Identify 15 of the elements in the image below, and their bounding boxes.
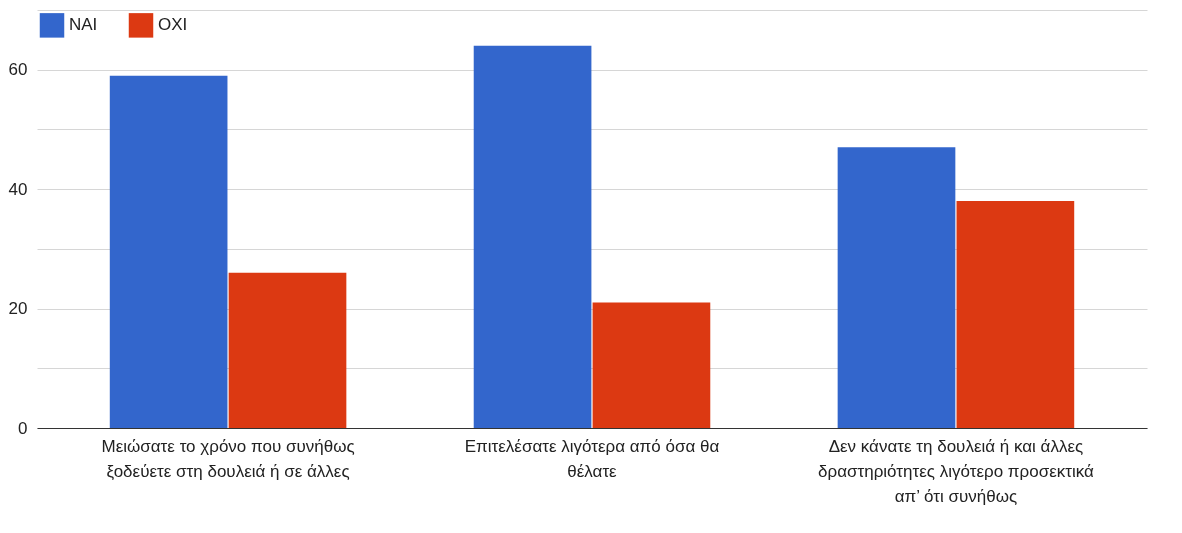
bar [956, 201, 1075, 428]
bar [109, 75, 228, 428]
y-tick-label: 20 [8, 299, 28, 319]
legend-label: ΝΑΙ [69, 15, 98, 35]
x-tick-label: Μειώσατε το χρόνο που συνήθως ξοδεύετε στη δουλειά ή σε άλλες [101, 436, 355, 481]
y-tick-label: 60 [8, 60, 28, 80]
x-tick-label: Επιτελέσατε λιγότερα από όσα θα θέλατε [464, 436, 720, 481]
bar [592, 302, 711, 428]
legend-label: ΟΧΙ [158, 15, 188, 35]
y-tick-label: 0 [18, 418, 28, 438]
bar [473, 45, 592, 428]
bar [228, 272, 347, 428]
y-tick-label: 40 [8, 179, 28, 199]
x-tick-label: Δεν κάνατε τη δουλειά ή και άλλες δραστηριότητες λιγότερο προσεκτικά απ’ ότι συνήθως [818, 436, 1095, 506]
bar [837, 147, 956, 428]
